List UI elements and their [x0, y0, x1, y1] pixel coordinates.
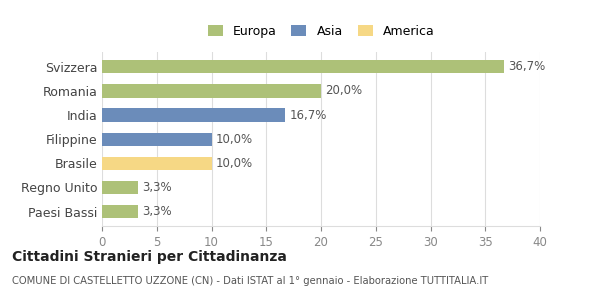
- Bar: [102, 205, 138, 218]
- Text: 36,7%: 36,7%: [508, 60, 545, 73]
- Bar: [102, 133, 212, 146]
- Text: 10,0%: 10,0%: [216, 157, 253, 170]
- Text: 20,0%: 20,0%: [325, 84, 362, 97]
- Bar: [102, 181, 138, 194]
- Bar: [102, 60, 504, 73]
- Bar: [102, 108, 285, 122]
- Bar: [102, 157, 212, 170]
- Text: 3,3%: 3,3%: [143, 205, 172, 218]
- Text: 16,7%: 16,7%: [289, 108, 326, 122]
- Text: 10,0%: 10,0%: [216, 133, 253, 146]
- Text: 3,3%: 3,3%: [143, 181, 172, 194]
- Legend: Europa, Asia, America: Europa, Asia, America: [203, 20, 439, 43]
- Text: Cittadini Stranieri per Cittadinanza: Cittadini Stranieri per Cittadinanza: [12, 250, 287, 264]
- Bar: [102, 84, 321, 97]
- Text: COMUNE DI CASTELLETTO UZZONE (CN) - Dati ISTAT al 1° gennaio - Elaborazione TUTT: COMUNE DI CASTELLETTO UZZONE (CN) - Dati…: [12, 276, 488, 286]
